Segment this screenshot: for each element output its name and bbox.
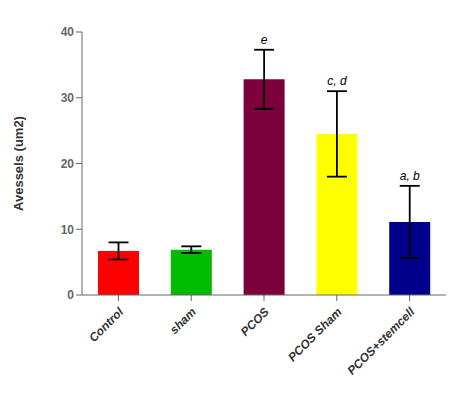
svg-text:PCOS+stemcell: PCOS+stemcell: [345, 304, 418, 377]
svg-text:e: e: [261, 33, 268, 47]
svg-text:PCOS: PCOS: [238, 305, 272, 339]
svg-text:20: 20: [61, 157, 75, 171]
svg-text:PCOS Sham: PCOS Sham: [285, 305, 345, 365]
svg-text:40: 40: [61, 25, 75, 39]
svg-text:Avessels (um2): Avessels (um2): [11, 116, 26, 211]
svg-text:c, d: c, d: [327, 74, 347, 88]
svg-text:a, b: a, b: [400, 169, 420, 183]
svg-text:sham: sham: [167, 305, 199, 337]
svg-text:30: 30: [61, 91, 75, 105]
svg-text:0: 0: [67, 288, 74, 302]
svg-text:10: 10: [61, 223, 75, 237]
svg-text:Control: Control: [86, 304, 127, 345]
